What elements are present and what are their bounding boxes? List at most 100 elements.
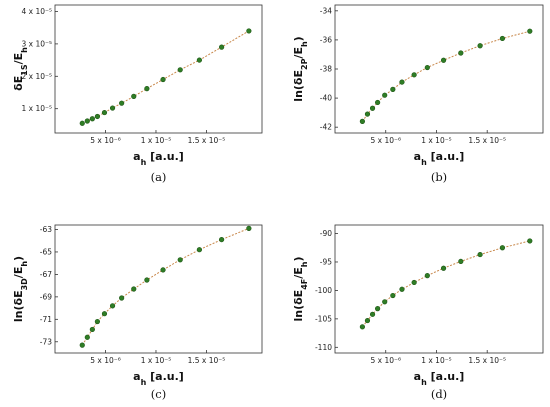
y-axis-label: ln(δE4F/Eh) bbox=[292, 256, 309, 321]
data-point bbox=[219, 44, 225, 50]
y-tick-label: -73 bbox=[40, 337, 52, 346]
data-point bbox=[131, 93, 137, 99]
fit-line bbox=[362, 240, 530, 328]
x-tick-label: 1.5 x 10⁻⁵ bbox=[468, 136, 506, 145]
data-point bbox=[359, 118, 365, 124]
panel-caption: (d) bbox=[431, 387, 447, 401]
data-point bbox=[177, 257, 183, 263]
data-point bbox=[458, 258, 464, 265]
data-point bbox=[399, 79, 405, 85]
y-tick-label: 4 x 10⁻⁵ bbox=[22, 7, 53, 16]
data-point bbox=[119, 100, 125, 106]
plot-frame bbox=[54, 224, 263, 354]
x-axis-label: ah [a.u.] bbox=[414, 150, 465, 167]
y-axis-label: ln(δE2P/Eh) bbox=[292, 36, 309, 101]
data-point bbox=[160, 267, 166, 273]
y-tick-label: -95 bbox=[320, 257, 332, 266]
y-axis-label: ln(δE3D/Eh) bbox=[12, 256, 29, 322]
y-tick-label: -71 bbox=[40, 315, 52, 324]
y-tick-label: -90 bbox=[320, 229, 332, 238]
y-tick-label: -36 bbox=[320, 35, 332, 44]
y-axis-label: δE1S/Eh bbox=[12, 47, 29, 91]
data-point bbox=[89, 326, 95, 333]
y-tick-label: -110 bbox=[315, 343, 332, 352]
y-tick-label: -34 bbox=[320, 6, 332, 15]
data-point bbox=[369, 311, 376, 317]
chart-panel-a: 5 x 10⁻⁶ 1 x 10⁻⁵ 1.5 x 10⁻⁵ 1 x 10⁻⁵ 2 x 10… bbox=[12, 4, 263, 184]
x-tick-label: 1 x 10⁻⁵ bbox=[421, 356, 452, 365]
y-tick-label: -100 bbox=[315, 286, 332, 295]
data-point bbox=[89, 116, 95, 122]
data-point bbox=[399, 286, 405, 292]
panel-caption: (c) bbox=[151, 387, 166, 401]
data-point bbox=[109, 303, 116, 309]
data-point bbox=[101, 109, 108, 116]
x-tick-label: 1 x 10⁻⁵ bbox=[421, 136, 452, 145]
y-tick-label: -67 bbox=[40, 270, 52, 279]
data-point bbox=[196, 57, 202, 63]
data-point bbox=[131, 286, 137, 292]
x-tick-label: 1 x 10⁻⁵ bbox=[141, 356, 172, 365]
data-point bbox=[382, 299, 388, 305]
data-point bbox=[390, 86, 396, 92]
data-point bbox=[109, 105, 116, 111]
data-point bbox=[499, 35, 506, 42]
y-tick-label: 2 x 10⁻⁵ bbox=[22, 72, 53, 81]
data-point bbox=[364, 317, 371, 324]
data-point bbox=[144, 86, 150, 92]
y-tick-label: -38 bbox=[320, 65, 332, 74]
fit-line bbox=[81, 227, 250, 346]
data-point bbox=[196, 247, 202, 253]
data-point bbox=[359, 324, 365, 330]
panel-caption: (a) bbox=[151, 170, 167, 184]
data-point bbox=[246, 225, 252, 231]
data-point bbox=[177, 67, 183, 73]
data-point bbox=[375, 99, 381, 106]
data-point bbox=[101, 311, 108, 317]
x-tick-label: 5 x 10⁻⁶ bbox=[90, 356, 121, 365]
data-point bbox=[458, 50, 464, 56]
data-point bbox=[144, 277, 150, 283]
y-tick-label: -42 bbox=[320, 123, 332, 132]
plot-frame bbox=[54, 4, 263, 134]
data-point bbox=[477, 251, 483, 258]
data-point bbox=[79, 342, 85, 348]
chart-panel-d: 5 x 10⁻⁶ 1 x 10⁻⁵ 1.5 x 10⁻⁵ -110 -105 -100 -9… bbox=[292, 224, 544, 401]
data-point bbox=[375, 306, 381, 312]
x-axis-label: ah [a.u.] bbox=[133, 150, 184, 167]
x-axis-label: ah [a.u.] bbox=[414, 370, 465, 387]
data-point bbox=[160, 76, 166, 83]
data-point bbox=[119, 295, 125, 301]
data-point bbox=[94, 318, 101, 325]
data-point bbox=[440, 265, 447, 271]
data-point bbox=[477, 43, 483, 49]
chart-panel-c: 5 x 10⁻⁶ 1 x 10⁻⁵ 1.5 x 10⁻⁵ -73 -71 -69 -67 -6… bbox=[12, 224, 263, 401]
x-axis-label: ah [a.u.] bbox=[133, 370, 184, 387]
x-tick-label: 1.5 x 10⁻⁵ bbox=[188, 136, 226, 145]
fit-line bbox=[361, 30, 530, 122]
data-point bbox=[424, 273, 430, 279]
y-tick-label: -40 bbox=[320, 94, 332, 103]
data-point bbox=[440, 57, 447, 63]
y-tick-label: -105 bbox=[315, 314, 332, 323]
data-point bbox=[382, 92, 388, 98]
y-tick-label: -65 bbox=[40, 247, 52, 256]
x-tick-label: 5 x 10⁻⁶ bbox=[90, 136, 121, 145]
x-tick-label: 1.5 x 10⁻⁵ bbox=[188, 356, 226, 365]
fit-line bbox=[82, 30, 250, 124]
chart-panel-b: 5 x 10⁻⁶ 1 x 10⁻⁵ 1.5 x 10⁻⁵ -42 -40 -38 -36 -3… bbox=[292, 4, 544, 184]
data-point bbox=[364, 111, 371, 117]
y-tick-label: -69 bbox=[40, 292, 52, 301]
data-point bbox=[411, 72, 417, 78]
data-point bbox=[94, 113, 101, 120]
data-point bbox=[499, 245, 506, 251]
y-tick-label: 1 x 10⁻⁵ bbox=[22, 104, 53, 113]
data-point bbox=[219, 236, 225, 243]
y-tick-label: -63 bbox=[40, 225, 52, 234]
data-point bbox=[424, 64, 430, 71]
data-point bbox=[411, 279, 417, 286]
data-point bbox=[246, 28, 252, 34]
data-point bbox=[527, 238, 533, 244]
plot-frame bbox=[334, 224, 544, 354]
